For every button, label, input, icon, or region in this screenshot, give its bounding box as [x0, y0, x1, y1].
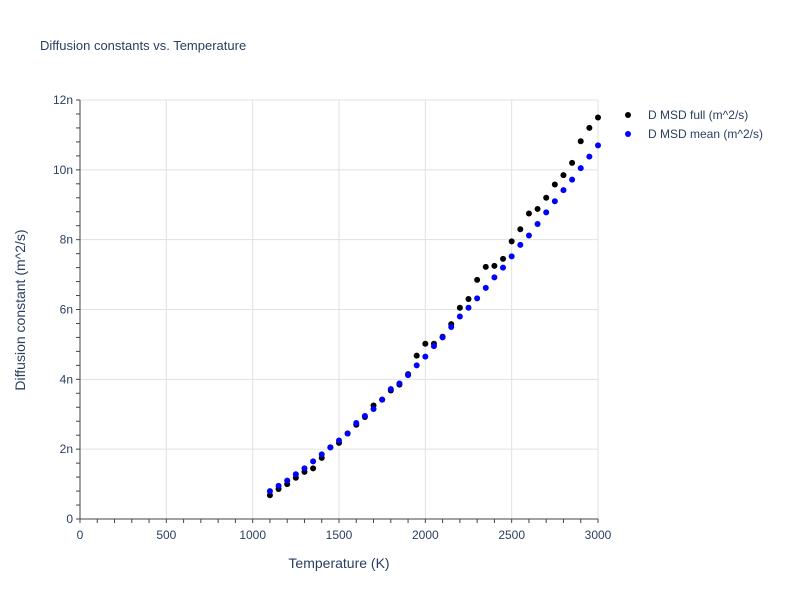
- legend-label[interactable]: D MSD full (m^2/s): [648, 108, 748, 122]
- data-points: [266, 114, 601, 499]
- data-point[interactable]: [405, 372, 412, 379]
- data-point[interactable]: [422, 340, 429, 347]
- data-point[interactable]: [500, 255, 507, 262]
- data-point[interactable]: [474, 295, 481, 302]
- data-point[interactable]: [517, 226, 524, 233]
- data-point[interactable]: [534, 205, 541, 212]
- x-tick-label: 2500: [498, 528, 525, 542]
- data-point[interactable]: [491, 262, 498, 269]
- data-point[interactable]: [301, 465, 308, 472]
- y-tick-label: 6n: [60, 303, 73, 317]
- data-point[interactable]: [465, 296, 472, 303]
- data-point[interactable]: [543, 194, 550, 201]
- data-point[interactable]: [577, 165, 584, 172]
- y-tick-label: 12n: [53, 93, 73, 107]
- data-point[interactable]: [327, 444, 334, 451]
- data-point[interactable]: [560, 172, 567, 179]
- data-point[interactable]: [292, 471, 299, 478]
- data-point[interactable]: [318, 451, 325, 458]
- data-point[interactable]: [595, 114, 601, 121]
- data-point[interactable]: [387, 386, 394, 393]
- x-tick-label: 500: [156, 528, 176, 542]
- y-tick-label: 4n: [60, 372, 73, 386]
- legend-marker[interactable]: [625, 112, 631, 118]
- x-axis-title: Temperature (K): [288, 555, 389, 571]
- data-point[interactable]: [465, 304, 472, 311]
- x-tick-label: 1500: [326, 528, 353, 542]
- data-point[interactable]: [448, 323, 455, 330]
- data-point[interactable]: [500, 264, 507, 271]
- data-point[interactable]: [413, 352, 420, 359]
- data-point[interactable]: [551, 181, 558, 188]
- legend-label[interactable]: D MSD mean (m^2/s): [648, 127, 763, 141]
- data-point[interactable]: [456, 313, 463, 320]
- data-point[interactable]: [422, 353, 429, 360]
- data-point[interactable]: [266, 488, 273, 495]
- data-point[interactable]: [266, 492, 273, 499]
- data-point[interactable]: [569, 159, 576, 166]
- data-point[interactable]: [396, 380, 403, 387]
- data-point[interactable]: [275, 482, 282, 489]
- chart-title: Diffusion constants vs. Temperature: [40, 38, 247, 53]
- data-point[interactable]: [595, 142, 601, 149]
- data-point[interactable]: [569, 176, 576, 183]
- y-tick-label: 2n: [60, 442, 73, 456]
- data-point[interactable]: [284, 477, 291, 484]
- axes: 0 500 1000 1500 2000 2500 3000 0 2n 4n 6n 8n 10n 12n: [53, 93, 612, 542]
- data-point[interactable]: [560, 187, 567, 194]
- data-point[interactable]: [310, 465, 317, 472]
- legend-marker[interactable]: [625, 131, 631, 137]
- data-point[interactable]: [336, 437, 342, 444]
- data-point[interactable]: [508, 238, 515, 245]
- data-point[interactable]: [577, 138, 584, 145]
- data-point[interactable]: [361, 412, 368, 419]
- data-point[interactable]: [474, 276, 481, 283]
- data-point[interactable]: [379, 396, 386, 403]
- data-point[interactable]: [456, 304, 463, 311]
- data-point[interactable]: [439, 334, 446, 341]
- data-point[interactable]: [430, 343, 437, 350]
- data-point[interactable]: [370, 406, 377, 413]
- data-point[interactable]: [543, 209, 550, 216]
- y-axis-title: Diffusion constant (m^2/s): [12, 229, 28, 390]
- x-tick-label: 0: [77, 528, 84, 542]
- data-point[interactable]: [517, 241, 524, 248]
- y-tick-label: 10n: [53, 163, 73, 177]
- legend[interactable]: D MSD full (m^2/s) D MSD mean (m^2/s): [625, 108, 763, 141]
- data-point[interactable]: [525, 232, 532, 239]
- data-point[interactable]: [310, 458, 317, 465]
- data-point[interactable]: [344, 430, 351, 437]
- y-tick-label: 0: [66, 512, 73, 526]
- x-tick-label: 3000: [585, 528, 612, 542]
- data-point[interactable]: [534, 220, 541, 227]
- data-point[interactable]: [525, 210, 532, 217]
- data-point[interactable]: [551, 198, 558, 205]
- x-tick-label: 2000: [412, 528, 439, 542]
- data-point[interactable]: [508, 253, 515, 260]
- y-tick-label: 8n: [60, 233, 73, 247]
- grid-lines: [80, 99, 599, 519]
- data-point[interactable]: [413, 362, 420, 369]
- data-point[interactable]: [586, 124, 593, 131]
- data-point[interactable]: [482, 263, 489, 270]
- data-point[interactable]: [482, 284, 489, 291]
- data-point[interactable]: [586, 153, 593, 160]
- x-tick-label: 1000: [239, 528, 266, 542]
- data-point[interactable]: [491, 274, 498, 281]
- data-point[interactable]: [353, 419, 360, 426]
